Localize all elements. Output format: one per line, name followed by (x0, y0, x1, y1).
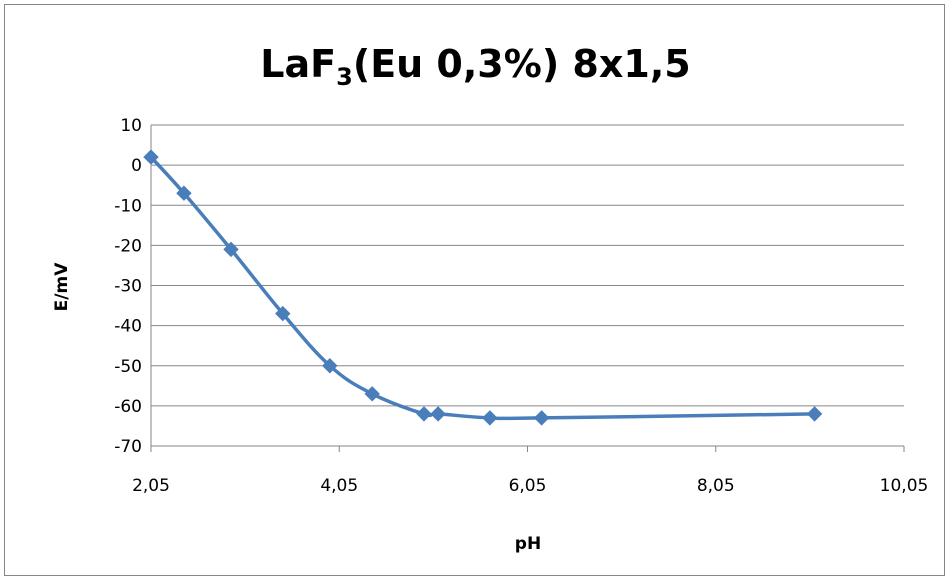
y-tick-label: -70 (114, 437, 142, 457)
y-tick-label: -20 (114, 236, 142, 256)
chart-frame (4, 4, 945, 576)
data-point (430, 406, 446, 422)
y-tick-label: 10 (120, 116, 142, 136)
x-tick-labels: 2,05 4,05 6,05 8,05 10,05 (132, 476, 928, 496)
x-tick-label: 4,05 (320, 476, 358, 496)
y-tick-label: -10 (114, 196, 142, 216)
x-tick-label: 8,05 (697, 476, 735, 496)
chart-title-prefix: LaF (260, 42, 337, 86)
chart-title-suffix: (Eu 0,3%) 8x1,5 (352, 42, 691, 86)
y-tick-label: -50 (114, 357, 142, 377)
data-point (143, 149, 159, 165)
chart-title: LaF3(Eu 0,3%) 8x1,5 (0, 42, 951, 91)
series-group (143, 149, 823, 426)
y-tick-labels: 10 0 -10 -20 -30 -40 -50 -60 -70 (114, 116, 142, 457)
data-point (416, 406, 432, 422)
y-axis-label: E/mV (52, 262, 72, 312)
data-point (176, 185, 192, 201)
data-point (322, 358, 338, 374)
data-point (364, 386, 380, 402)
x-axis-label: pH (515, 534, 541, 554)
data-point (533, 410, 550, 426)
y-tick-label: -60 (114, 397, 142, 417)
y-tick-label: -40 (114, 317, 142, 337)
chart-title-subscript: 3 (336, 63, 353, 91)
series-line (149, 155, 815, 421)
x-tick-label: 10,05 (880, 476, 929, 496)
data-point (482, 410, 498, 426)
data-point (223, 241, 239, 258)
x-tick-label: 6,05 (509, 476, 547, 496)
y-tick-label: 0 (131, 156, 142, 176)
data-point (275, 305, 291, 322)
gridlines (150, 124, 905, 452)
x-tick-label: 2,05 (132, 476, 170, 496)
y-tick-label: -30 (114, 277, 142, 297)
data-point (806, 406, 823, 422)
